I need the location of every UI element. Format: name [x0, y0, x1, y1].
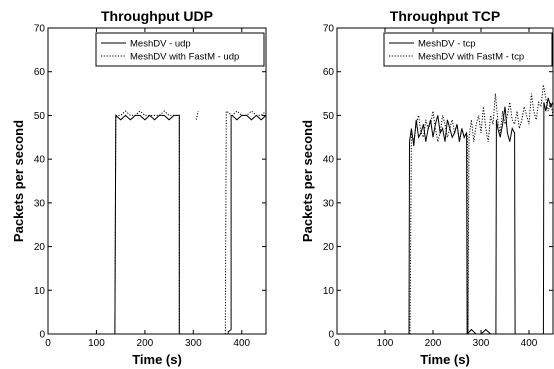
series-line	[495, 106, 516, 334]
legend-label: MeshDV - tcp	[418, 39, 476, 50]
plot-frame	[47, 27, 267, 335]
x-axis-label: Time (s)	[132, 352, 182, 367]
chart-title: Throughput UDP	[101, 8, 213, 24]
series-line	[224, 110, 266, 334]
legend-box	[95, 32, 265, 67]
y-tick-label: 40	[323, 155, 335, 166]
x-tick-label: 400	[233, 338, 250, 349]
y-tick-label: 60	[34, 67, 46, 78]
legend-label: MeshDV with FastM - udp	[130, 52, 239, 63]
x-axis-label: Time (s)	[420, 352, 470, 367]
legend: MeshDV - tcp MeshDV with FastM - tcp	[383, 32, 553, 67]
y-tick-label: 30	[323, 198, 335, 209]
y-tick-label: 20	[34, 242, 46, 253]
series-line	[337, 115, 468, 334]
y-tick-label: 10	[34, 286, 46, 297]
y-tick-label: 50	[323, 111, 335, 122]
y-tick-label: 40	[34, 155, 46, 166]
legend-label: MeshDV - udp	[130, 39, 191, 50]
series-line	[515, 97, 553, 334]
y-axis-label: Packets per second	[300, 120, 315, 242]
x-tick-label: 400	[521, 338, 538, 349]
y-tick-label: 20	[323, 242, 335, 253]
x-tick-label: 100	[88, 338, 105, 349]
y-tick-label: 0	[39, 330, 45, 341]
x-tick-label: 300	[185, 338, 202, 349]
throughput-udp-chart: Throughput UDP 0 100 200 300 400 0 10 20 30 40 50 60…	[11, 8, 267, 367]
y-tick-label: 60	[323, 67, 335, 78]
x-tick-label: 300	[473, 338, 490, 349]
x-tick-label: 100	[377, 338, 394, 349]
series-line	[466, 328, 496, 334]
series-line	[409, 111, 469, 334]
y-tick-label: 50	[34, 111, 46, 122]
x-tick-label: 0	[45, 338, 51, 349]
y-tick-label: 30	[34, 198, 46, 209]
legend-label: MeshDV with FastM - tcp	[418, 52, 524, 63]
plot-frame	[336, 27, 554, 335]
chart-title: Throughput TCP	[390, 8, 500, 24]
series-line	[114, 110, 180, 334]
series-line	[195, 110, 199, 120]
x-tick-label: 0	[334, 338, 340, 349]
y-tick-label: 70	[34, 24, 46, 35]
y-tick-label: 10	[323, 286, 335, 297]
legend-box	[383, 32, 553, 67]
y-tick-label: 70	[323, 24, 335, 35]
x-tick-label: 200	[137, 338, 154, 349]
series-line	[48, 114, 266, 334]
throughput-tcp-chart: Throughput TCP 0 100 200 300 400 0 10 20 30 40 50 60…	[300, 8, 554, 367]
legend: MeshDV - udp MeshDV with FastM - udp	[95, 32, 265, 67]
series-line	[467, 84, 553, 334]
y-tick-label: 0	[328, 330, 334, 341]
x-tick-label: 200	[425, 338, 442, 349]
y-axis-label: Packets per second	[11, 120, 26, 242]
